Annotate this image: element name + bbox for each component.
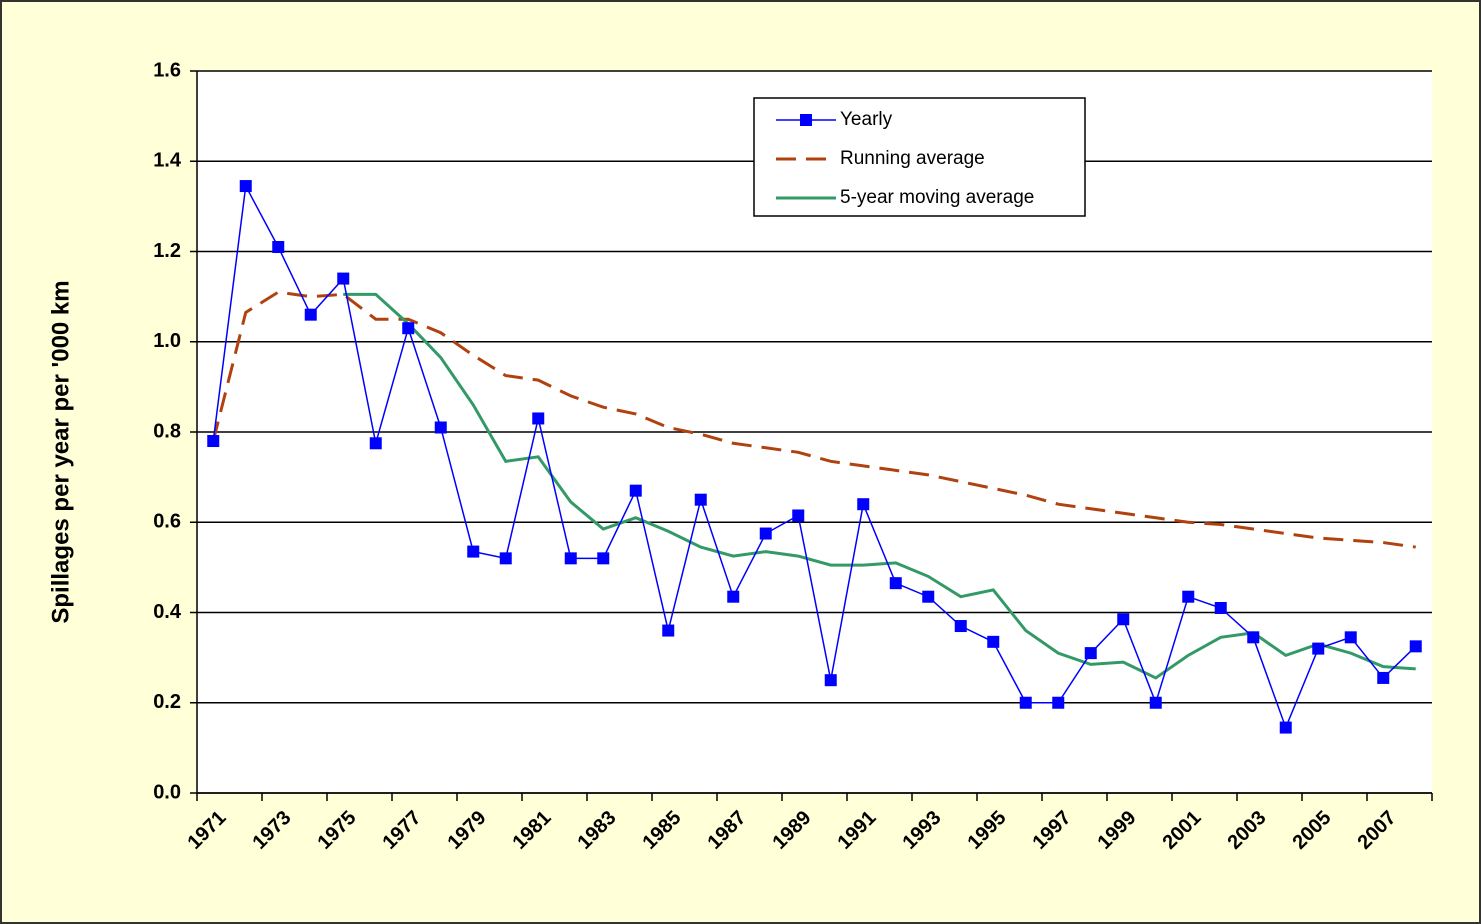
data-point (727, 590, 740, 603)
data-point (1377, 671, 1390, 684)
y-axis-label: Spillages per year per '000 km (47, 280, 74, 623)
data-point (889, 577, 902, 590)
data-point (694, 493, 707, 506)
y-tick-label: 0.6 (153, 511, 181, 533)
data-point (954, 620, 967, 633)
data-point (1409, 640, 1422, 653)
legend-label: 5-year moving average (840, 187, 1034, 208)
data-point (337, 272, 350, 285)
data-point (564, 552, 577, 565)
data-point (369, 437, 382, 450)
data-point (1344, 631, 1357, 644)
y-tick-label: 0.8 (153, 420, 181, 442)
data-point (857, 498, 870, 511)
data-point (272, 240, 285, 253)
series-line (211, 290, 1416, 549)
data-point (304, 308, 317, 321)
data-point (629, 484, 642, 497)
data-point (1312, 642, 1325, 655)
data-point (987, 635, 1000, 648)
legend-label: Running average (840, 148, 985, 169)
y-tick-label: 0.0 (153, 781, 181, 803)
data-point (239, 180, 252, 193)
data-point (922, 590, 935, 603)
data-point (597, 552, 610, 565)
legend-label: Yearly (840, 109, 893, 130)
data-point (792, 509, 805, 522)
data-point (434, 421, 447, 434)
data-point (1214, 601, 1227, 614)
series-line (343, 292, 1416, 680)
legend-marker (800, 114, 812, 126)
data-point (1247, 631, 1260, 644)
y-tick-label: 0.4 (153, 601, 182, 623)
data-point (1149, 696, 1162, 709)
data-point (402, 322, 415, 335)
data-point (759, 527, 772, 540)
y-tick-label: 1.2 (153, 240, 181, 262)
data-point (467, 545, 480, 558)
y-tick-label: 1.0 (153, 330, 181, 352)
y-tick-label: 0.2 (153, 691, 181, 713)
data-point (824, 674, 837, 687)
y-tick-label: 1.6 (153, 59, 181, 81)
data-point (1279, 721, 1292, 734)
data-point (662, 624, 675, 637)
data-point (532, 412, 545, 425)
data-point (1182, 590, 1195, 603)
data-point (1084, 647, 1097, 660)
data-point (499, 552, 512, 565)
y-tick-label: 1.4 (153, 150, 182, 172)
data-point (1019, 696, 1032, 709)
data-point (1052, 696, 1065, 709)
data-point (1117, 613, 1130, 626)
data-point (207, 435, 220, 448)
